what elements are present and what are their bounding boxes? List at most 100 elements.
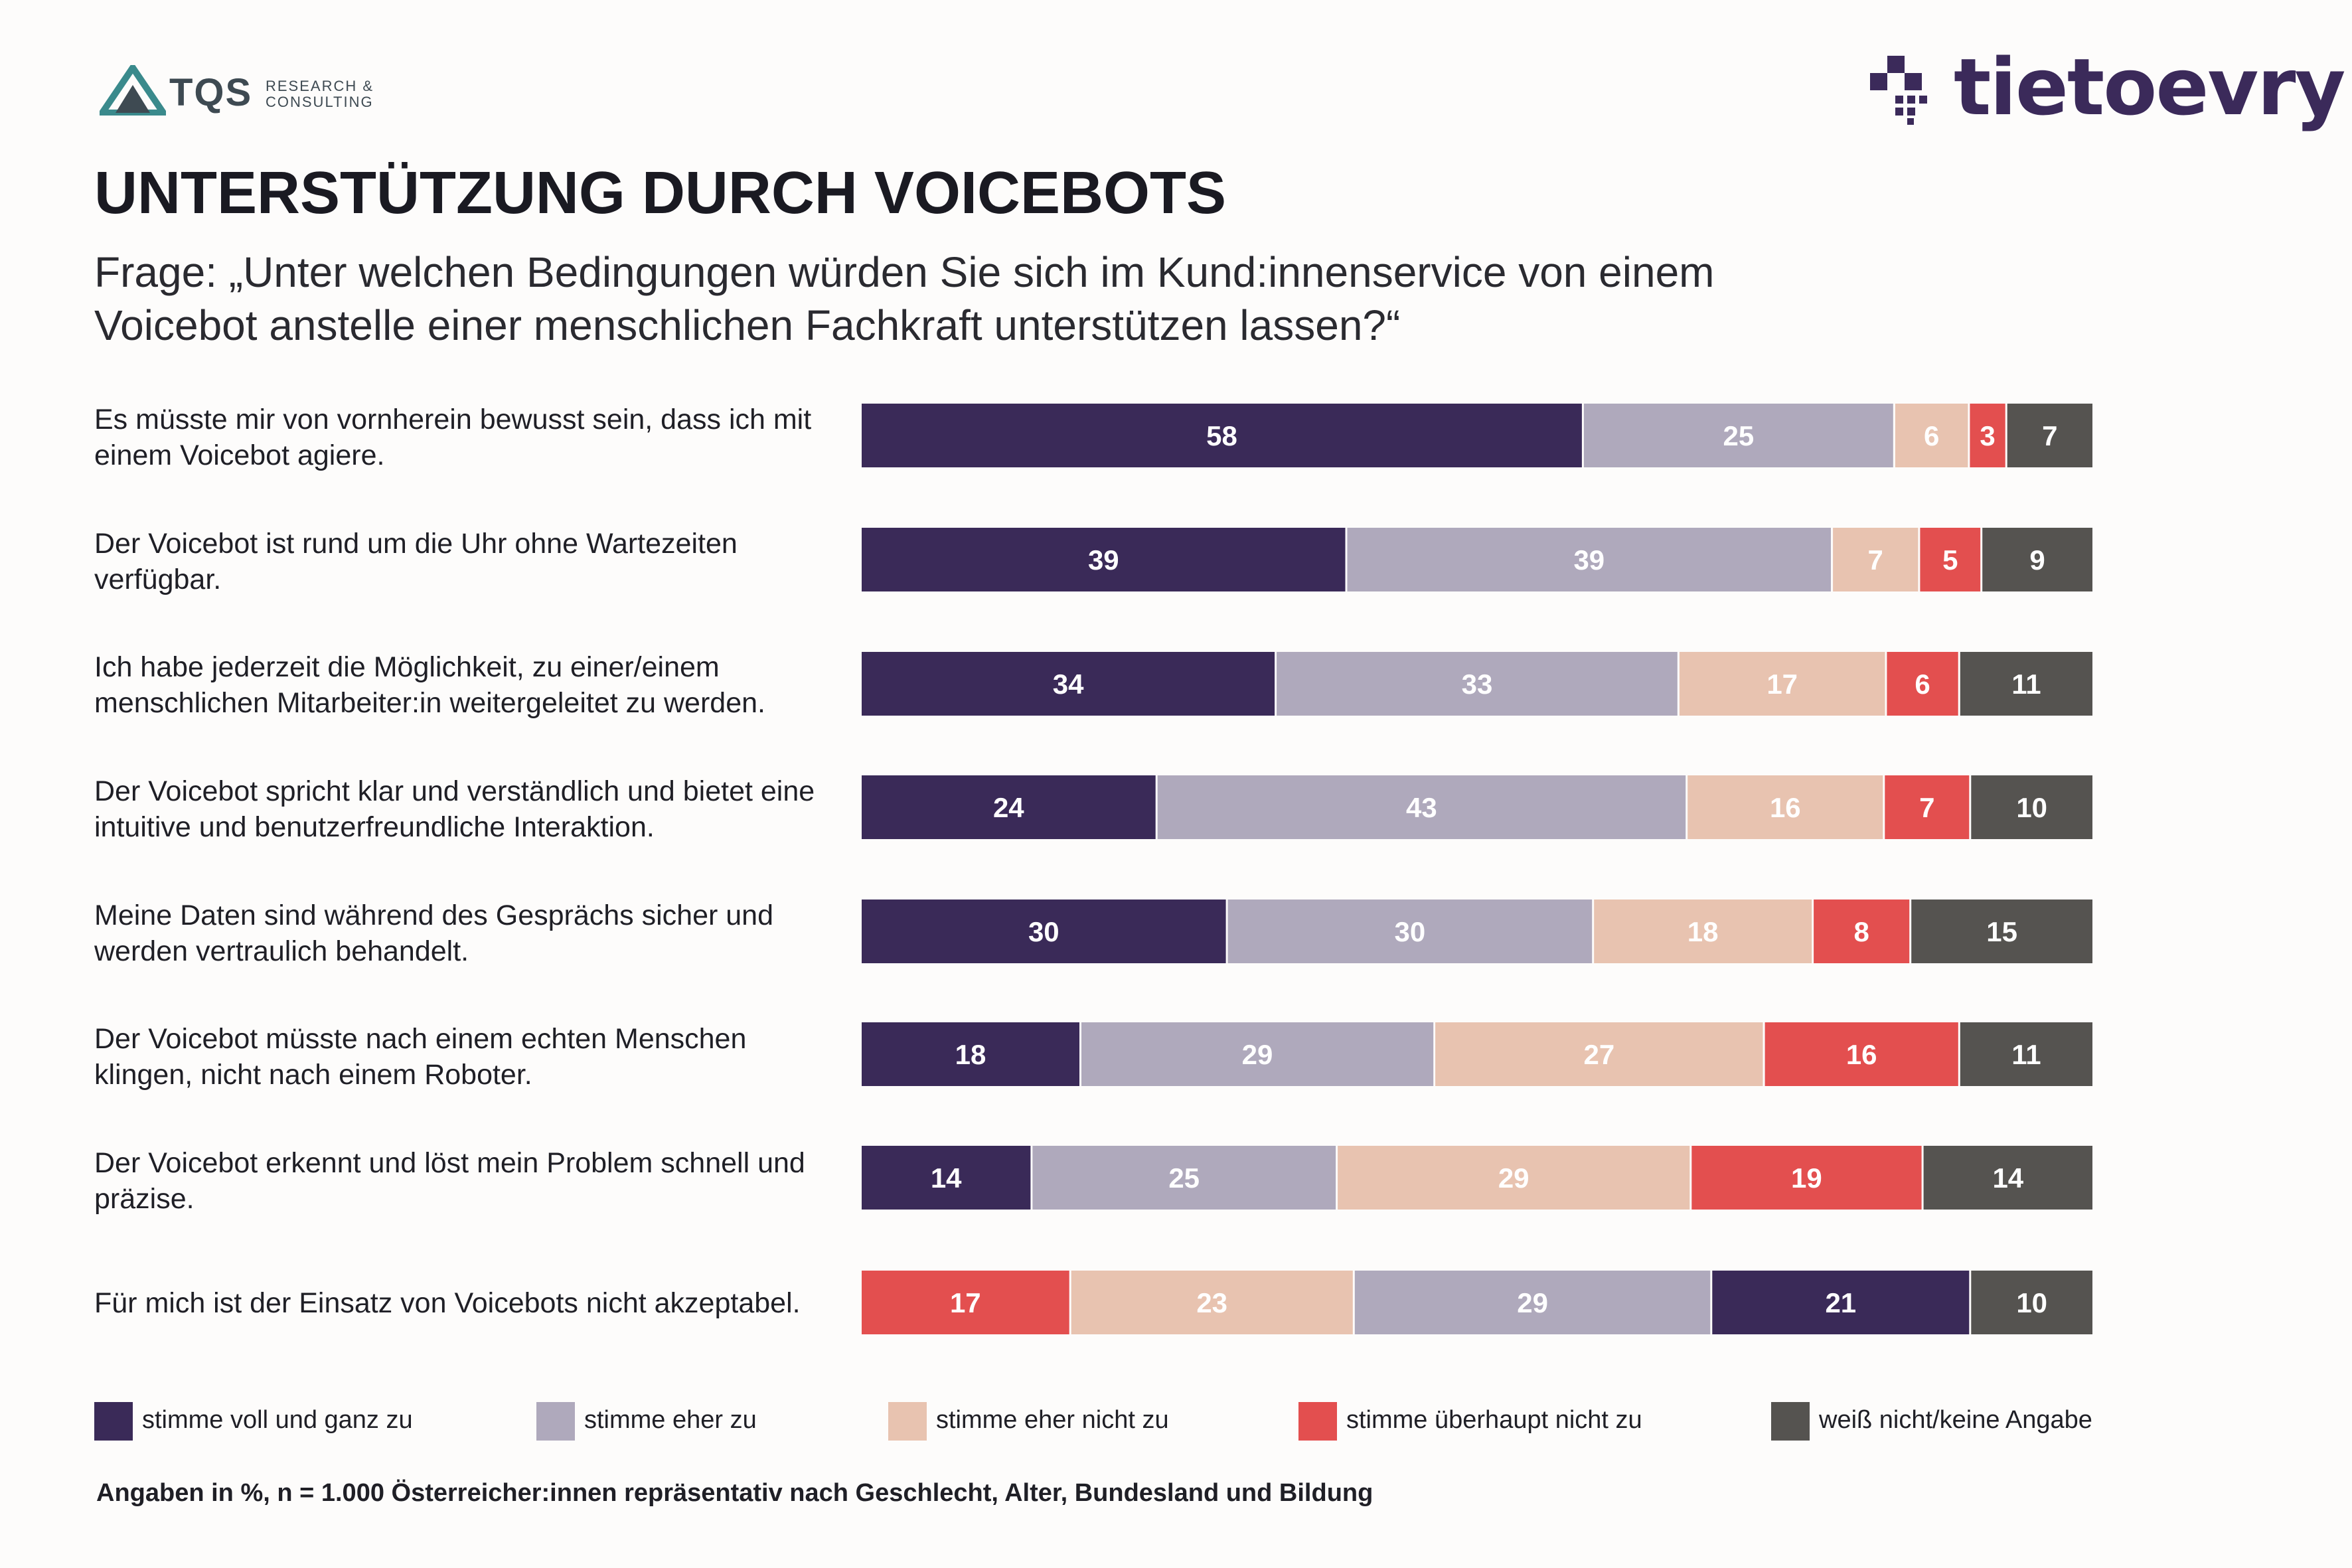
chart-title: UNTERSTÜTZUNG DURCH VOICEBOTS: [94, 160, 1226, 226]
bar-value-label: 3: [1980, 420, 1995, 451]
bar-segment: [1982, 528, 2092, 591]
bar-segment: [1679, 652, 1885, 716]
bar-value-label: 7: [2042, 420, 2057, 451]
row-label: Der Voicebot ist rund um die Uhr ohne Wa…: [94, 528, 738, 595]
tietoevry-logo: tietoevry: [1869, 41, 2345, 133]
bar-segment: [862, 1271, 1069, 1334]
row-label: Es müsste mir von vornherein bewusst sei…: [94, 404, 812, 471]
tqs-triangle-icon: [100, 65, 166, 116]
bar-value-label: 16: [1770, 792, 1801, 823]
bar-value-label: 6: [1924, 420, 1939, 451]
bar-value-label: 43: [1406, 792, 1437, 823]
legend-label: stimme überhaupt nicht zu: [1346, 1406, 1642, 1434]
row-label: Der Voicebot erkennt und löst mein Probl…: [94, 1147, 805, 1215]
legend-label: stimme eher nicht zu: [936, 1406, 1169, 1434]
bar-segment: [862, 775, 1156, 839]
bar-segment: [1157, 775, 1686, 839]
bar-value-label: 11: [2011, 668, 2041, 700]
bar-value-label: 11: [2011, 1039, 2041, 1070]
bar-segment: [1923, 1146, 2092, 1210]
bar-segment: [1960, 1022, 2092, 1086]
footnote: Angaben in %, n = 1.000 Österreicher:inn…: [96, 1479, 1373, 1507]
bar-segment: [1227, 900, 1593, 963]
legend-swatch: [1771, 1402, 1810, 1441]
bar-segment: [862, 404, 1582, 467]
bar-segment: [862, 1022, 1079, 1086]
bar-segment: [1712, 1271, 1970, 1334]
bar-segment: [1687, 775, 1883, 839]
legend-swatch: [1298, 1402, 1337, 1441]
chart-subtitle: Frage: „Unter welchen Bedingungen würden…: [94, 248, 1715, 349]
bar-value-label: 29: [1498, 1162, 1529, 1194]
row-label: Der Voicebot spricht klar und verständli…: [94, 775, 815, 843]
tqs-subline-2: CONSULTING: [266, 94, 374, 110]
tqs-subline: RESEARCH & CONSULTING: [266, 78, 374, 110]
bar-segment: [1885, 775, 1970, 839]
bar-segment: [1887, 652, 1958, 716]
bar-segment: [862, 1146, 1031, 1210]
bar-value-label: 17: [1766, 668, 1798, 700]
bar-segment: [1032, 1146, 1336, 1210]
bar-segment: [1081, 1022, 1434, 1086]
legend-swatch: [94, 1402, 133, 1441]
row-label: Der Voicebot müsste nach einem echten Me…: [94, 1023, 747, 1091]
bar-value-label: 8: [1854, 916, 1869, 947]
bar-segment: [1347, 528, 1831, 591]
bar-segment: [1971, 1271, 2092, 1334]
bar-value-label: 5: [1942, 544, 1958, 576]
tqs-wordmark: TQS: [169, 71, 253, 114]
bar-value-label: 18: [955, 1039, 986, 1070]
tqs-subline-1: RESEARCH &: [266, 78, 374, 94]
bar-segment: [862, 528, 1346, 591]
bar-segment: [1911, 900, 2092, 963]
row-label: Ich habe jederzeit die Möglichkeit, zu e…: [94, 651, 765, 719]
bar-segment: [862, 652, 1275, 716]
bar-segment: [1338, 1146, 1690, 1210]
bar-segment: [1583, 404, 1893, 467]
bar-segment: [1764, 1022, 1958, 1086]
bar-value-label: 23: [1196, 1287, 1227, 1318]
bar-segment: [2007, 404, 2092, 467]
bar-segment: [1691, 1146, 1922, 1210]
bar-value-label: 14: [1992, 1162, 2023, 1194]
bar-segment: [1354, 1271, 1711, 1334]
bar-value-label: 39: [1573, 544, 1605, 576]
bar-value-label: 7: [1919, 792, 1934, 823]
bar-value-label: 17: [950, 1287, 981, 1318]
legend-label: stimme voll und ganz zu: [142, 1406, 413, 1434]
row-label: Meine Daten sind während des Gesprächs s…: [94, 900, 774, 967]
legend-label: weiß nicht/keine Angabe: [1819, 1406, 2092, 1434]
tqs-logo: TQS RESEARCH & CONSULTING: [100, 65, 398, 118]
tietoevry-wordmark: tietoevry: [1954, 41, 2345, 133]
bar-value-label: 29: [1242, 1039, 1273, 1070]
bar-value-label: 6: [1915, 668, 1930, 700]
legend-swatch: [536, 1402, 575, 1441]
bar-segment: [1814, 900, 1910, 963]
bar-value-label: 39: [1088, 544, 1119, 576]
bar-value-label: 16: [1846, 1039, 1877, 1070]
bar-value-label: 10: [2016, 1287, 2047, 1318]
legend-swatch: [888, 1402, 927, 1441]
legend-label: stimme eher zu: [584, 1406, 757, 1434]
bar-segment: [862, 900, 1226, 963]
bar-value-label: 19: [1791, 1162, 1822, 1194]
bar-segment: [1971, 775, 2092, 839]
bar-segment: [1960, 652, 2092, 716]
bar-value-label: 34: [1053, 668, 1084, 700]
bar-value-label: 30: [1395, 916, 1426, 947]
bar-segment: [1594, 900, 1812, 963]
bar-segment: [1920, 528, 1981, 591]
bar-value-label: 58: [1206, 420, 1237, 451]
bar-segment: [1435, 1022, 1763, 1086]
bar-value-label: 15: [1986, 916, 2017, 947]
bar-value-label: 25: [1168, 1162, 1200, 1194]
bar-value-label: 21: [1825, 1287, 1856, 1318]
bar-value-label: 27: [1584, 1039, 1615, 1070]
bar-value-label: 30: [1028, 916, 1059, 947]
bar-value-label: 24: [993, 792, 1024, 823]
bar-segment: [1833, 528, 1919, 591]
bar-value-label: 29: [1517, 1287, 1548, 1318]
bar-segment: [1071, 1271, 1353, 1334]
bar-segment: [1970, 404, 2005, 467]
